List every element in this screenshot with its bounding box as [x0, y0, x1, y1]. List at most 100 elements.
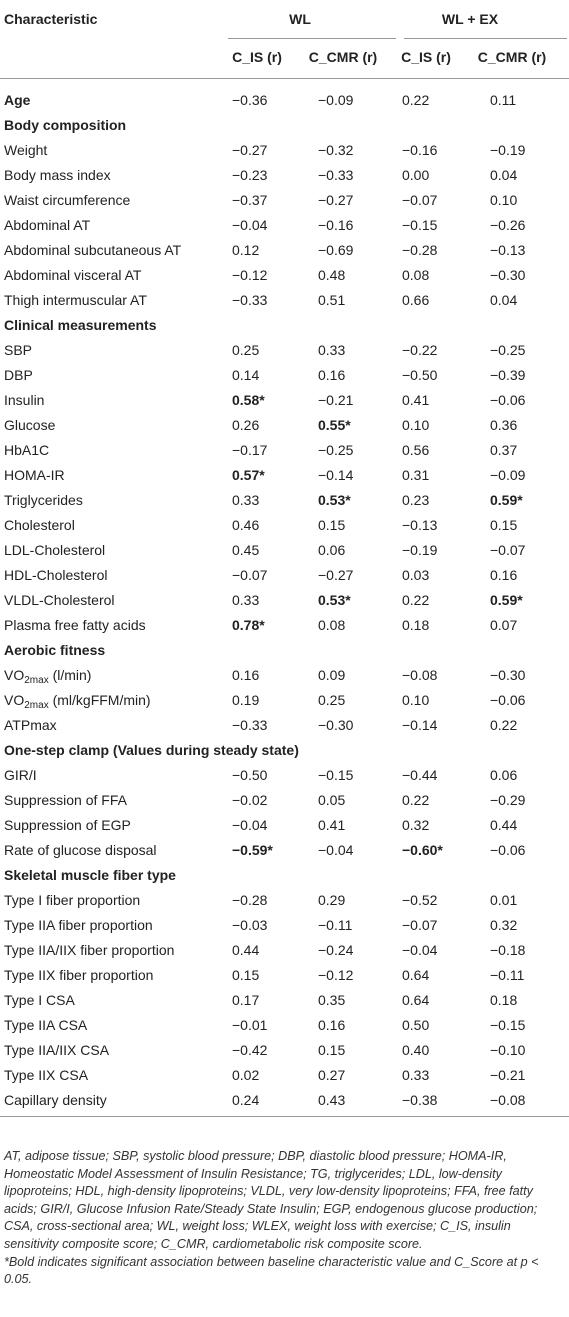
cell-value: −0.38 [402, 1092, 438, 1108]
row-label: Body mass index [4, 167, 111, 183]
cell-value: −0.04 [232, 817, 268, 833]
cell-value: −0.33 [232, 292, 268, 308]
cell-value: −0.10 [490, 1042, 526, 1058]
cell-value: 0.33 [232, 492, 260, 508]
cell-value: 0.43 [318, 1092, 346, 1108]
footnote: AT, adipose tissue; SBP, systolic blood … [4, 1148, 562, 1289]
cell-value: 0.57* [232, 467, 265, 483]
cell-value: −0.33 [232, 717, 268, 733]
cell-value: −0.25 [490, 342, 526, 358]
footnote-text: *Bold indicates significant association … [4, 1254, 539, 1287]
cell-value: 0.41 [402, 392, 430, 408]
cell-value: 0.17 [232, 992, 260, 1008]
cell-value: 0.22 [402, 592, 430, 608]
cell-value: 0.22 [490, 717, 518, 733]
cell-value: −0.27 [232, 142, 268, 158]
cell-value: −0.12 [232, 267, 268, 283]
cell-value: 0.15 [232, 967, 260, 983]
row-label: GIR/I [4, 767, 37, 783]
cell-value: −0.50 [232, 767, 268, 783]
cell-value: −0.42 [232, 1042, 268, 1058]
cell-value: 0.25 [318, 692, 346, 708]
cell-value: 0.53* [318, 592, 351, 608]
cell-value: −0.11 [490, 967, 525, 983]
cell-value: 0.45 [232, 542, 260, 558]
cell-value: −0.44 [402, 767, 438, 783]
row-label: HOMA-IR [4, 467, 65, 483]
section-label: Aerobic fitness [4, 642, 106, 658]
cell-value: −0.02 [232, 792, 268, 808]
cell-value: 0.18 [402, 617, 430, 633]
cell-value: −0.21 [318, 392, 354, 408]
cell-value: 0.07 [490, 617, 518, 633]
cell-value: 0.33 [318, 342, 346, 358]
cell-value: 0.04 [490, 167, 518, 183]
cell-value: −0.09 [490, 467, 526, 483]
cell-value: −0.36 [232, 92, 268, 108]
cell-value: −0.19 [490, 142, 526, 158]
cell-value: 0.59* [490, 492, 523, 508]
rule [0, 78, 569, 79]
group-header: WL + EX [441, 11, 499, 27]
row-label: Suppression of FFA [4, 792, 127, 808]
cell-value: −0.04 [402, 942, 438, 958]
cell-value: −0.21 [490, 1067, 526, 1083]
row-label: Type I fiber proportion [4, 892, 141, 908]
cell-value: 0.23 [402, 492, 430, 508]
row-label: Thigh intermuscular AT [4, 292, 147, 308]
section-label: Body composition [4, 117, 127, 133]
row-label: Cholesterol [4, 517, 75, 533]
cell-value: 0.33 [402, 1067, 430, 1083]
cell-value: 0.37 [490, 442, 518, 458]
row-label: Abdominal subcutaneous AT [4, 242, 182, 258]
row-label: SBP [4, 342, 33, 358]
cell-value: −0.16 [402, 142, 438, 158]
row-label: Type IIX fiber proportion [4, 967, 154, 983]
cell-value: 0.33 [232, 592, 260, 608]
row-label: Type IIA CSA [4, 1017, 88, 1033]
cell-value: 0.15 [318, 1042, 346, 1058]
header-characteristic: Characteristic [4, 11, 98, 27]
row-label: Triglycerides [4, 492, 83, 508]
cell-value: −0.37 [232, 192, 268, 208]
cell-value: −0.07 [402, 192, 438, 208]
cell-value: 0.02 [232, 1067, 260, 1083]
row-label: Weight [4, 142, 48, 158]
footnote-text: AT, adipose tissue; SBP, systolic blood … [4, 1149, 538, 1251]
cell-value: 0.36 [490, 417, 518, 433]
rule [404, 38, 567, 39]
row-label: Glucose [4, 417, 56, 433]
cell-value: 0.48 [318, 267, 346, 283]
cell-value: −0.23 [232, 167, 268, 183]
cell-value: −0.29 [490, 792, 526, 808]
cell-value: −0.59* [232, 842, 273, 858]
row-label: Type IIA/IIX CSA [4, 1042, 110, 1058]
row-label: Type I CSA [4, 992, 75, 1008]
cell-value: −0.27 [318, 567, 354, 583]
cell-value: −0.39 [490, 367, 526, 383]
cell-value: −0.28 [232, 892, 268, 908]
cell-value: −0.14 [318, 467, 354, 483]
cell-value: 0.66 [402, 292, 430, 308]
cell-value: 0.01 [490, 892, 518, 908]
cell-value: 0.64 [402, 967, 430, 983]
cell-value: 0.51 [318, 292, 346, 308]
cell-value: 0.16 [490, 567, 518, 583]
cell-value: −0.18 [490, 942, 526, 958]
column-header: C_IS (r) [401, 49, 451, 65]
cell-value: 0.24 [232, 1092, 260, 1108]
cell-value: 0.10 [490, 192, 518, 208]
cell-value: 0.25 [232, 342, 260, 358]
cell-value: −0.30 [318, 717, 354, 733]
cell-value: −0.07 [490, 542, 526, 558]
cell-value: 0.32 [402, 817, 430, 833]
row-label: Plasma free fatty acids [4, 617, 146, 633]
cell-value: 0.05 [318, 792, 346, 808]
cell-value: −0.30 [490, 667, 526, 683]
rule [228, 38, 396, 39]
cell-value: −0.52 [402, 892, 438, 908]
cell-value: 0.16 [318, 367, 346, 383]
cell-value: 0.03 [402, 567, 430, 583]
label-text: VO [4, 667, 25, 683]
cell-value: 0.59* [490, 592, 523, 608]
